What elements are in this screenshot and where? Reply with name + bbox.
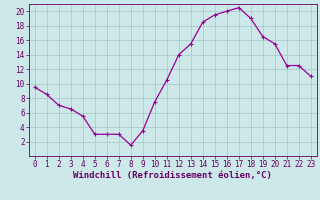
X-axis label: Windchill (Refroidissement éolien,°C): Windchill (Refroidissement éolien,°C) xyxy=(73,171,272,180)
